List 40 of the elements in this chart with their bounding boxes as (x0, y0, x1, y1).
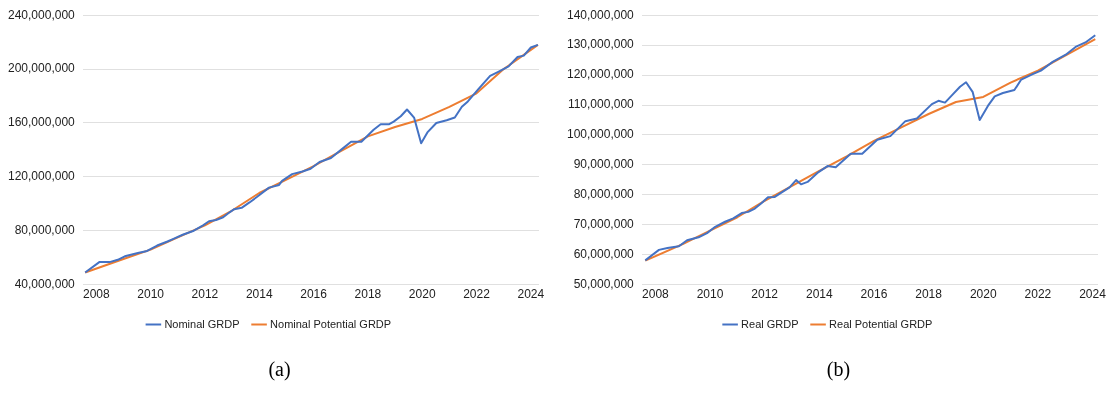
y-tick-label: 140,000,000 (567, 7, 635, 22)
legend-label: Nominal GRDP (164, 317, 240, 330)
x-tick-label: 2022 (1024, 287, 1052, 302)
x-tick-label: 2016 (300, 287, 328, 302)
x-tick-label: 2024 (1079, 287, 1107, 302)
y-tick-label: 60,000,000 (573, 246, 635, 261)
y-tick-label: 50,000,000 (573, 276, 635, 291)
x-tick-label: 2016 (860, 287, 888, 302)
y-tick-label: 40,000,000 (14, 276, 76, 291)
x-tick-label: 2024 (517, 287, 545, 302)
y-tick-label: 120,000,000 (8, 169, 76, 184)
x-tick-label: 2020 (408, 287, 436, 302)
text: (a) (267, 358, 292, 381)
y-tick-label: 70,000,000 (573, 217, 635, 232)
text: (b) (825, 358, 852, 381)
y-tick-label: 90,000,000 (573, 157, 635, 172)
y-tick-label: 160,000,000 (8, 115, 76, 130)
x-tick-label: 2008 (642, 287, 670, 302)
y-tick-label: 240,000,000 (8, 7, 76, 22)
y-tick-label: 130,000,000 (567, 37, 635, 52)
y-tick-label: 80,000,000 (573, 187, 635, 202)
y-tick-label: 110,000,000 (567, 97, 635, 112)
x-tick-label: 2010 (696, 287, 724, 302)
y-tick-label: 100,000,000 (567, 127, 635, 142)
y-tick-label: 200,000,000 (8, 61, 76, 76)
x-tick-label: 2014 (245, 287, 273, 302)
y-tick-label: 120,000,000 (567, 67, 635, 82)
x-tick-label: 2008 (82, 287, 110, 302)
x-tick-label: 2022 (463, 287, 491, 302)
x-tick-label: 2014 (805, 287, 833, 302)
x-tick-label: 2018 (915, 287, 943, 302)
y-tick-label: 80,000,000 (14, 223, 76, 238)
x-tick-label: 2010 (137, 287, 165, 302)
x-tick-label: 2018 (354, 287, 382, 302)
legend-label: Nominal Potential GRDP (270, 317, 392, 330)
x-tick-label: 2012 (191, 287, 219, 302)
legend-label: Real GRDP (741, 317, 799, 330)
legend-label: Real Potential GRDP (829, 317, 933, 330)
x-tick-label: 2012 (751, 287, 779, 302)
x-tick-label: 2020 (969, 287, 997, 302)
